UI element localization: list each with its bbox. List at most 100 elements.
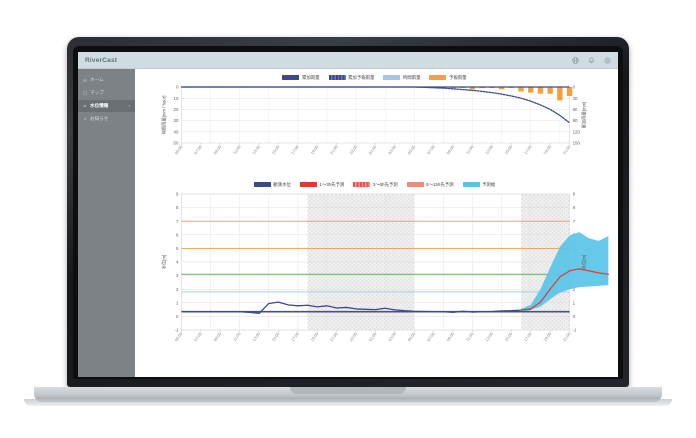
legend-swatch-forecast-6-15h bbox=[406, 181, 424, 188]
level-ytick-label: 0 bbox=[176, 314, 179, 319]
rain-xtick-label: 03:00 bbox=[387, 144, 397, 156]
rain-forecast-bar bbox=[498, 87, 505, 90]
rain-forecast-bar bbox=[547, 87, 553, 94]
legend-item-forecast-band[interactable]: 予測幅 bbox=[462, 181, 496, 188]
level-xtick-label: 15:00 bbox=[271, 331, 281, 343]
level-xtick-label: 13:00 bbox=[251, 331, 261, 343]
legend-swatch-forecast-3-6h bbox=[353, 181, 371, 188]
rain-xtick-label: 15:00 bbox=[271, 144, 281, 156]
legend-swatch-forecast-1-3h bbox=[299, 181, 317, 188]
legend-label-forecast-band: 予測幅 bbox=[482, 181, 496, 187]
sidebar-item-water-level[interactable]: 水位情報 › bbox=[78, 99, 135, 113]
level-y2tick-label: -1 bbox=[573, 328, 577, 333]
observed-level-line bbox=[181, 301, 531, 315]
legend-label-forecast-6-15h: 6〜15h先予測 bbox=[426, 181, 454, 187]
rain-xtick-label: 19:00 bbox=[309, 144, 319, 156]
laptop-foot bbox=[24, 399, 672, 406]
legend-label-cumulative-rain: 累加雨量 bbox=[301, 74, 320, 80]
level-xtick-label: 05:00 bbox=[174, 331, 184, 343]
sidebar-item-home[interactable]: ホーム bbox=[78, 74, 135, 87]
legend-item-forecast-6-15h[interactable]: 6〜15h先予測 bbox=[406, 181, 454, 188]
level-ytick-label: 6 bbox=[176, 232, 179, 237]
rainfall-chart-card: 累加雨量 累加予報雨量 時間雨量 bbox=[137, 72, 612, 179]
level-ylabel: 水位[m] bbox=[160, 255, 166, 270]
level-y2tick-label: 8 bbox=[573, 205, 576, 210]
level-xtick-label: 01:00 bbox=[368, 331, 378, 343]
water-level-plot: -1-10011223344556677889905:0007:0009:001… bbox=[137, 190, 612, 366]
rain-ytick-label: 20 bbox=[174, 107, 179, 112]
sidebar-item-map-label: マップ bbox=[90, 90, 104, 96]
laptop-screen: RiverCast bbox=[78, 52, 618, 377]
rain-forecast-bar bbox=[537, 87, 544, 94]
globe-icon[interactable] bbox=[572, 56, 579, 64]
rain-forecast-bar bbox=[566, 87, 573, 96]
legend-label-forecast-3-6h: 3〜6h先予測 bbox=[372, 181, 398, 187]
rain-xtick-label: 05:00 bbox=[406, 144, 416, 156]
legend-item-forecast-3-6h[interactable]: 3〜6h先予測 bbox=[353, 181, 398, 188]
level-xtick-label: 15:00 bbox=[503, 331, 513, 343]
legend-item-forecast-rain[interactable]: 予報雨量 bbox=[429, 74, 467, 81]
level-y2label: 水位[m] bbox=[581, 255, 587, 270]
rain-xtick-label: 21:00 bbox=[562, 144, 572, 156]
legend-item-cumulative-forecast-rain[interactable]: 累加予報雨量 bbox=[328, 74, 374, 81]
bell-outline-icon bbox=[83, 117, 87, 121]
rain-xtick-label: 23:00 bbox=[348, 144, 358, 156]
level-xtick-label: 11:00 bbox=[232, 331, 242, 342]
rain-cumulative-forecast-line bbox=[180, 86, 571, 124]
sidebar-item-notice[interactable]: お知らせ bbox=[78, 112, 135, 125]
sidebar-item-home-label: ホーム bbox=[90, 77, 104, 83]
level-xtick-label: 05:00 bbox=[406, 331, 416, 343]
rain-plot-area bbox=[181, 86, 570, 144]
level-xtick-label: 07:00 bbox=[193, 331, 203, 343]
rainfall-legend: 累加雨量 累加予報雨量 時間雨量 bbox=[137, 72, 612, 83]
app-body: ホーム マップ 水位情報 › bbox=[78, 69, 618, 377]
rain-y2tick-label: 0 bbox=[573, 85, 576, 90]
level-xtick-label: 21:00 bbox=[329, 331, 339, 343]
rain-forecast-bar bbox=[469, 87, 476, 90]
rain-y2tick-label: 60 bbox=[573, 107, 578, 112]
rain-xtick-label: 19:00 bbox=[542, 144, 552, 156]
rain-y2tick-label: 90 bbox=[573, 118, 578, 123]
level-ytick-label: 8 bbox=[176, 205, 179, 210]
level-ytick-label: 4 bbox=[176, 260, 179, 265]
water-level-chart-svg: -1-10011223344556677889905:0007:0009:001… bbox=[160, 192, 610, 343]
rain-xtick-label: 13:00 bbox=[484, 144, 494, 156]
wave-icon bbox=[83, 104, 87, 108]
legend-item-observed-level[interactable]: 観測水位 bbox=[253, 182, 291, 188]
level-ytick-label: 7 bbox=[176, 219, 179, 224]
rain-xtick-label: 11:00 bbox=[232, 144, 242, 155]
rain-y2tick-label: 120 bbox=[573, 129, 581, 134]
legend-swatch-forecast-rain bbox=[429, 74, 447, 81]
laptop-notch bbox=[290, 387, 406, 394]
rain-ytick-label: 50 bbox=[174, 141, 179, 146]
level-y2tick-label: 1 bbox=[573, 300, 576, 305]
level-xtick-label: 09:00 bbox=[445, 331, 455, 343]
rain-ytick-label: 0 bbox=[176, 85, 179, 90]
legend-label-forecast-1-3h: 1〜3h先予測 bbox=[319, 181, 345, 187]
legend-item-forecast-1-3h[interactable]: 1〜3h先予測 bbox=[299, 181, 345, 188]
legend-item-hourly-rain[interactable]: 時間雨量 bbox=[383, 75, 420, 81]
rain-y2tick-label: 30 bbox=[573, 96, 578, 101]
rain-xtick-label: 17:00 bbox=[290, 144, 300, 156]
level-ytick-label: -1 bbox=[174, 328, 178, 333]
rain-xtick-label: 07:00 bbox=[193, 144, 203, 156]
bell-icon[interactable] bbox=[588, 57, 595, 64]
water-level-chart-card: 観測水位 1〜3h先予測 3〜6h先予測 bbox=[137, 179, 612, 369]
gear-icon[interactable] bbox=[604, 57, 611, 64]
rain-xtick-label: 11:00 bbox=[465, 144, 475, 155]
legend-item-cumulative-rain[interactable]: 累加雨量 bbox=[282, 74, 320, 81]
rain-forecast-bar bbox=[528, 87, 534, 93]
legend-swatch-cumulative-forecast-rain bbox=[328, 74, 346, 81]
legend-swatch-hourly-rain bbox=[383, 74, 401, 81]
main-content: 累加雨量 累加予報雨量 時間雨量 bbox=[135, 69, 618, 377]
sidebar-item-map[interactable]: マップ bbox=[78, 87, 135, 100]
rain-xtick-label: 13:00 bbox=[251, 144, 261, 156]
rain-ytick-label: 30 bbox=[174, 118, 179, 123]
level-xtick-label: 19:00 bbox=[542, 331, 552, 343]
level-xtick-label: 23:00 bbox=[348, 331, 358, 343]
rain-y2tick-label: 150 bbox=[573, 141, 581, 146]
app-title: RiverCast bbox=[85, 56, 118, 64]
legend-swatch-cumulative-rain bbox=[282, 74, 300, 81]
level-ytick-label: 3 bbox=[176, 273, 179, 278]
